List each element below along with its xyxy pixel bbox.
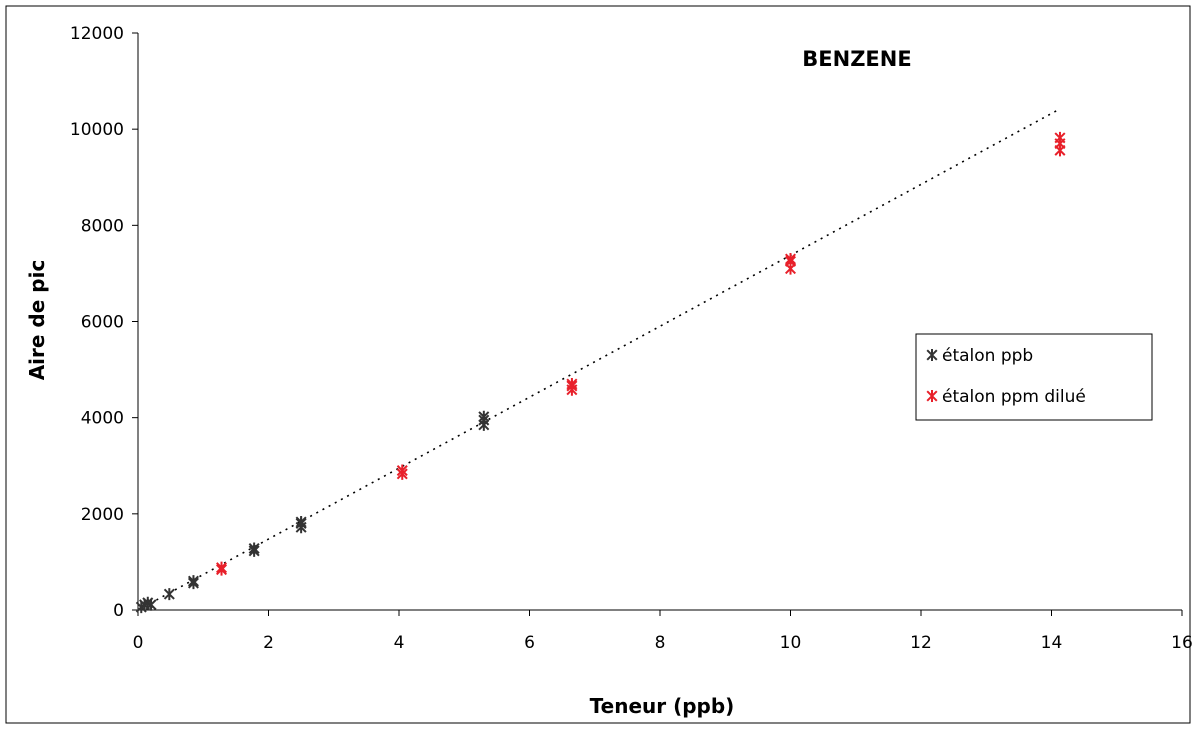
legend-label-etalon-ppb: étalon ppb <box>942 346 1033 366</box>
x-tick-label: 2 <box>263 633 274 653</box>
data-point-series-0 <box>163 588 175 601</box>
chart-title: BENZENE <box>802 47 911 71</box>
data-point-series-0 <box>187 575 199 588</box>
data-point-series-0 <box>295 516 307 529</box>
legend-marker-icon <box>926 390 938 402</box>
x-tick-label: 0 <box>133 633 144 653</box>
x-tick-label: 8 <box>655 633 666 653</box>
legend-marker-etalon-ppm-dilue <box>926 390 938 402</box>
y-tick-label: 12000 <box>70 24 124 44</box>
x-tick-label: 4 <box>394 633 405 653</box>
data-point-series-1 <box>566 378 578 391</box>
y-axis-title: Aire de pic <box>25 260 49 381</box>
data-point-series-1 <box>396 464 408 477</box>
x-tick-label: 10 <box>780 633 802 653</box>
data-point-series-0 <box>145 598 157 611</box>
y-tick-label: 2000 <box>81 505 124 525</box>
data-point-series-1 <box>216 561 228 574</box>
x-axis-title: Teneur (ppb) <box>590 694 735 718</box>
x-tick-label: 14 <box>1041 633 1063 653</box>
data-point-series-0 <box>478 410 490 423</box>
data-point-series-1 <box>1054 131 1066 144</box>
data-point-series-0 <box>248 542 260 555</box>
y-tick-label: 0 <box>113 601 124 621</box>
legend-label-etalon-ppm-dilue: étalon ppm dilué <box>942 387 1086 407</box>
legend: étalon ppb étalon ppm dilué <box>915 333 1153 421</box>
legend-marker-icon <box>926 349 938 361</box>
data-points <box>135 131 1066 614</box>
x-tick-label: 6 <box>524 633 535 653</box>
y-tick-label: 10000 <box>70 120 124 140</box>
x-tick-label: 12 <box>910 633 932 653</box>
legend-marker-etalon-ppb <box>926 349 938 361</box>
axes: 0 2 4 6 8 10 12 14 16 0 2000 4000 6000 8000 10000 12000 <box>70 24 1193 653</box>
data-point-series-1 <box>784 252 797 265</box>
y-tick-label: 8000 <box>81 216 124 236</box>
y-tick-label: 4000 <box>81 409 124 429</box>
legend-box <box>915 333 1153 421</box>
y-tick-label: 6000 <box>81 313 124 333</box>
x-tick-label: 16 <box>1171 633 1193 653</box>
